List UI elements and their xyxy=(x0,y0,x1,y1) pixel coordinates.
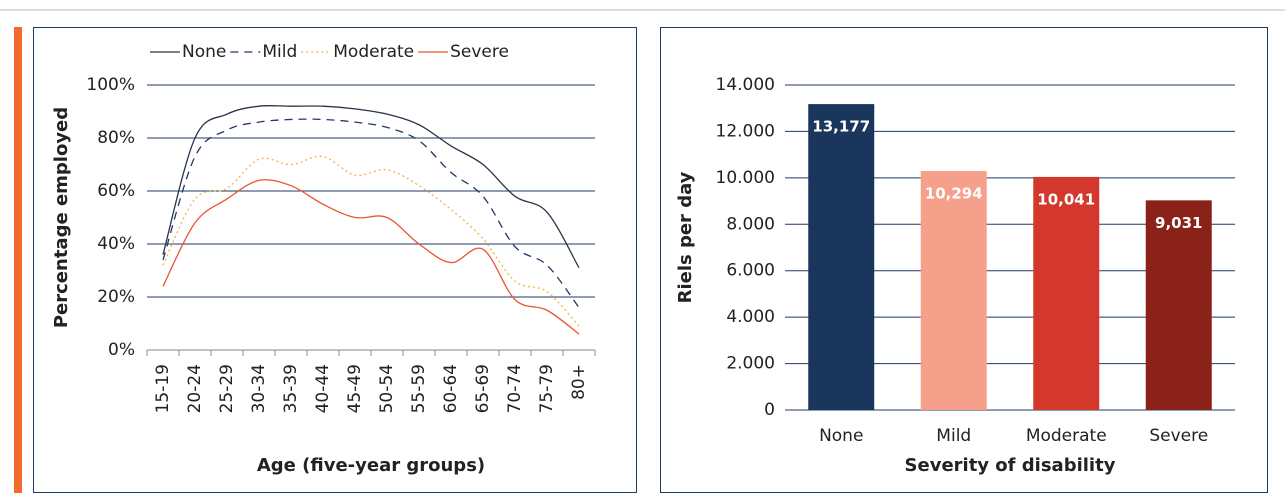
legend-label: None xyxy=(182,42,226,62)
x-tick-label: 45-49 xyxy=(345,364,365,413)
x-tick-label: Severe xyxy=(1149,426,1208,446)
bar xyxy=(920,171,987,410)
line-series xyxy=(162,118,580,308)
x-tick-label: Mild xyxy=(936,426,971,446)
x-tick-label: 80+ xyxy=(569,364,589,400)
x-tick-label: 65-69 xyxy=(473,364,493,413)
x-tick-label: 55-59 xyxy=(409,364,429,413)
legend-label: Severe xyxy=(450,42,509,62)
data-label: 10,041 xyxy=(1037,190,1095,208)
data-label: 9,031 xyxy=(1155,214,1202,232)
y-tick-label: 20% xyxy=(97,287,135,307)
y-axis-title: Percentage employed xyxy=(51,107,72,328)
y-tick-label: 40% xyxy=(97,234,135,254)
accent-bar xyxy=(14,27,22,493)
y-tick-label: 2.000 xyxy=(726,354,775,374)
line-series xyxy=(162,104,580,269)
x-tick-label: Moderate xyxy=(1026,426,1107,446)
y-tick-label: 10.000 xyxy=(716,168,775,188)
y-tick-label: 0% xyxy=(108,340,135,360)
x-axis-title: Severity of disability xyxy=(905,455,1116,476)
bar xyxy=(808,104,875,411)
x-tick-label: 35-39 xyxy=(281,364,301,413)
data-label: 10,294 xyxy=(925,185,983,203)
y-tick-label: 60% xyxy=(97,181,135,201)
y-tick-label: 100% xyxy=(86,75,135,95)
y-tick-label: 14.000 xyxy=(716,75,775,95)
x-tick-label: 75-79 xyxy=(537,364,557,413)
line-series xyxy=(162,155,580,327)
panel-frame xyxy=(33,27,637,493)
data-label: 13,177 xyxy=(812,118,870,136)
bar xyxy=(1033,176,1100,410)
x-axis-title: Age (five-year groups) xyxy=(257,455,485,476)
x-tick-label: 70-74 xyxy=(505,364,525,413)
y-tick-label: 6.000 xyxy=(726,261,775,281)
x-tick-label: None xyxy=(819,426,863,446)
x-tick-label: 60-64 xyxy=(441,364,461,413)
y-tick-label: 4.000 xyxy=(726,307,775,327)
y-tick-label: 12.000 xyxy=(716,121,775,141)
x-tick-label: 50-54 xyxy=(377,364,397,413)
bar xyxy=(1145,200,1212,410)
y-tick-label: 0 xyxy=(764,400,775,420)
y-axis-title: Riels per day xyxy=(675,171,696,303)
x-tick-label: 30-34 xyxy=(249,364,269,413)
panel-frame xyxy=(660,27,1268,493)
legend-label: Mild xyxy=(262,42,297,62)
y-tick-label: 80% xyxy=(97,128,135,148)
x-tick-label: 40-44 xyxy=(313,364,333,413)
x-tick-label: 20-24 xyxy=(185,364,205,413)
y-tick-label: 8.000 xyxy=(726,214,775,234)
x-tick-label: 15-19 xyxy=(153,364,173,413)
line-series xyxy=(162,179,580,335)
x-tick-label: 25-29 xyxy=(217,364,237,413)
legend-label: Moderate xyxy=(333,42,414,62)
